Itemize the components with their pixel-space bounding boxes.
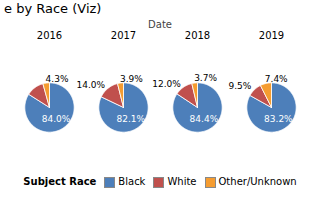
svg-text:83.2%: 83.2% — [264, 114, 293, 124]
svg-text:4.3%: 4.3% — [46, 74, 69, 84]
svg-text:82.1%: 82.1% — [116, 114, 145, 124]
svg-text:84.4%: 84.4% — [190, 114, 219, 124]
html-text:White: White — [167, 176, 197, 187]
html-text:Date: Date — [148, 19, 172, 30]
svg-text:9.5%: 9.5% — [229, 81, 252, 91]
svg-text:12.0%: 12.0% — [152, 79, 181, 89]
html-text:Other/Unknown: Other/Unknown — [218, 176, 297, 187]
html-text:Subject Race: Subject Race — [23, 176, 97, 187]
svg-text:3.7%: 3.7% — [194, 73, 217, 83]
svg-text:2019: 2019 — [259, 31, 284, 41]
svg-text:7.4%: 7.4% — [265, 74, 288, 84]
svg-text:2017: 2017 — [111, 31, 136, 41]
svg-text:84.0%: 84.0% — [42, 114, 71, 124]
svg-text:14.0%: 14.0% — [76, 80, 105, 90]
svg-text:3.9%: 3.9% — [120, 73, 143, 83]
svg-text:2016: 2016 — [37, 31, 62, 41]
svg-text:2018: 2018 — [185, 31, 210, 41]
html-text:Black: Black — [118, 176, 146, 187]
html-text:e by Race (Viz): e by Race (Viz) — [4, 1, 102, 16]
